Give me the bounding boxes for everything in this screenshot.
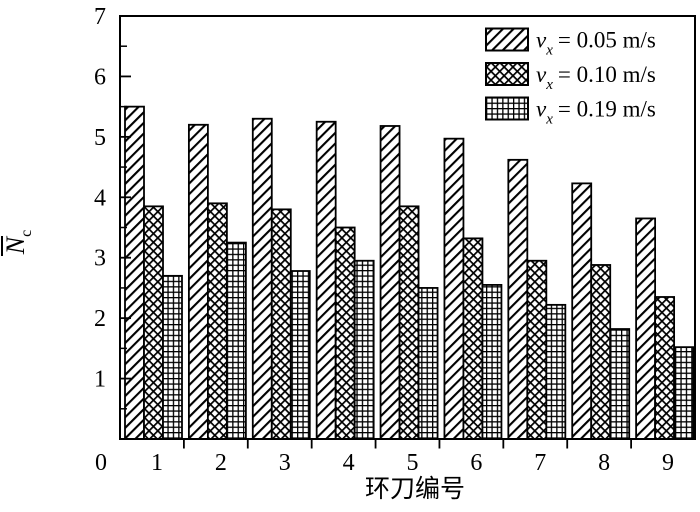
y-tick-label-5: 5 <box>94 125 106 151</box>
bar-series3-group9 <box>673 346 695 440</box>
bar-series2-group1 <box>143 205 164 440</box>
x-tick-label-5: 5 <box>407 450 419 476</box>
legend-swatch-diagonal-crosshatch <box>485 62 529 86</box>
bar-series3-group6 <box>481 284 503 440</box>
legend-item-3: vx = 0.19 m/s <box>485 96 656 128</box>
bar-series2-group2 <box>206 202 228 440</box>
x-tick-label-8: 8 <box>598 450 610 476</box>
y-axis-title: Nc <box>1 230 35 256</box>
bar-series1-group4 <box>315 120 337 440</box>
x-tick-label-6: 6 <box>470 450 482 476</box>
x-tick-label-7: 7 <box>534 450 546 476</box>
x-tick-label-4: 4 <box>343 450 355 476</box>
y-tick-label-4: 4 <box>94 185 106 211</box>
bar-series3-group4 <box>353 259 375 440</box>
axis-ticks-layer <box>121 45 633 449</box>
bar-series2-group6 <box>462 237 484 440</box>
y-tick-label-1: 1 <box>94 367 106 393</box>
y-tick-label-7: 7 <box>94 4 106 30</box>
bar-series2-group9 <box>654 296 676 440</box>
y-tick-labels-layer: 1 2 3 4 5 6 7 <box>94 4 106 393</box>
bar-series1-group6 <box>443 137 465 440</box>
origin-tick-label: 0 <box>95 450 107 476</box>
bar-series2-group7 <box>526 259 548 440</box>
bar-series1-group7 <box>507 158 529 440</box>
bar-series3-group7 <box>545 303 567 440</box>
bar-series2-group8 <box>590 264 612 440</box>
bar-series1-group1 <box>124 105 145 440</box>
bar-series1-group3 <box>251 117 273 440</box>
bar-series1-group5 <box>379 125 401 440</box>
plot-frame <box>119 15 696 440</box>
legend-item-1: vx = 0.05 m/s <box>485 27 656 59</box>
x-tick-label-3: 3 <box>279 450 291 476</box>
x-tick-label-1: 1 <box>151 450 163 476</box>
bar-series3-group8 <box>609 328 631 440</box>
legend-label-3: vx = 0.19 m/s <box>536 97 656 128</box>
legend-swatch-square-grid <box>485 96 529 121</box>
legend-label-1: vx = 0.05 m/s <box>536 28 656 59</box>
bar-series3-group1 <box>162 274 183 440</box>
bar-series3-group2 <box>225 241 247 440</box>
bar-series1-group9 <box>635 217 657 440</box>
bar-series1-group2 <box>187 123 209 440</box>
bar-series1-group8 <box>571 182 593 440</box>
y-tick-label-3: 3 <box>94 246 106 272</box>
y-tick-label-6: 6 <box>94 64 106 90</box>
y-tick-label-2: 2 <box>94 306 106 332</box>
bar-series2-group5 <box>398 205 420 440</box>
bar-series2-group4 <box>334 226 356 440</box>
legend-item-2: vx = 0.10 m/s <box>485 62 656 93</box>
legend: vx = 0.05 m/s vx = 0.10 m/s vx = 0.19 m/s <box>485 27 656 128</box>
bar-series3-group3 <box>289 270 311 440</box>
x-tick-labels-layer: 1 2 3 4 5 6 7 8 9 <box>151 450 674 476</box>
x-axis-title: 环刀编号 <box>365 475 465 503</box>
bar-series3-group5 <box>417 287 439 440</box>
x-tick-label-2: 2 <box>215 450 227 476</box>
legend-label-2: vx = 0.10 m/s <box>536 62 656 93</box>
legend-swatch-diagonal-hatch <box>485 27 529 52</box>
x-tick-label-9: 9 <box>662 450 674 476</box>
y-axis-title-text: Nc <box>1 230 35 255</box>
bars-layer <box>124 105 695 440</box>
bar-series2-group3 <box>270 208 292 440</box>
